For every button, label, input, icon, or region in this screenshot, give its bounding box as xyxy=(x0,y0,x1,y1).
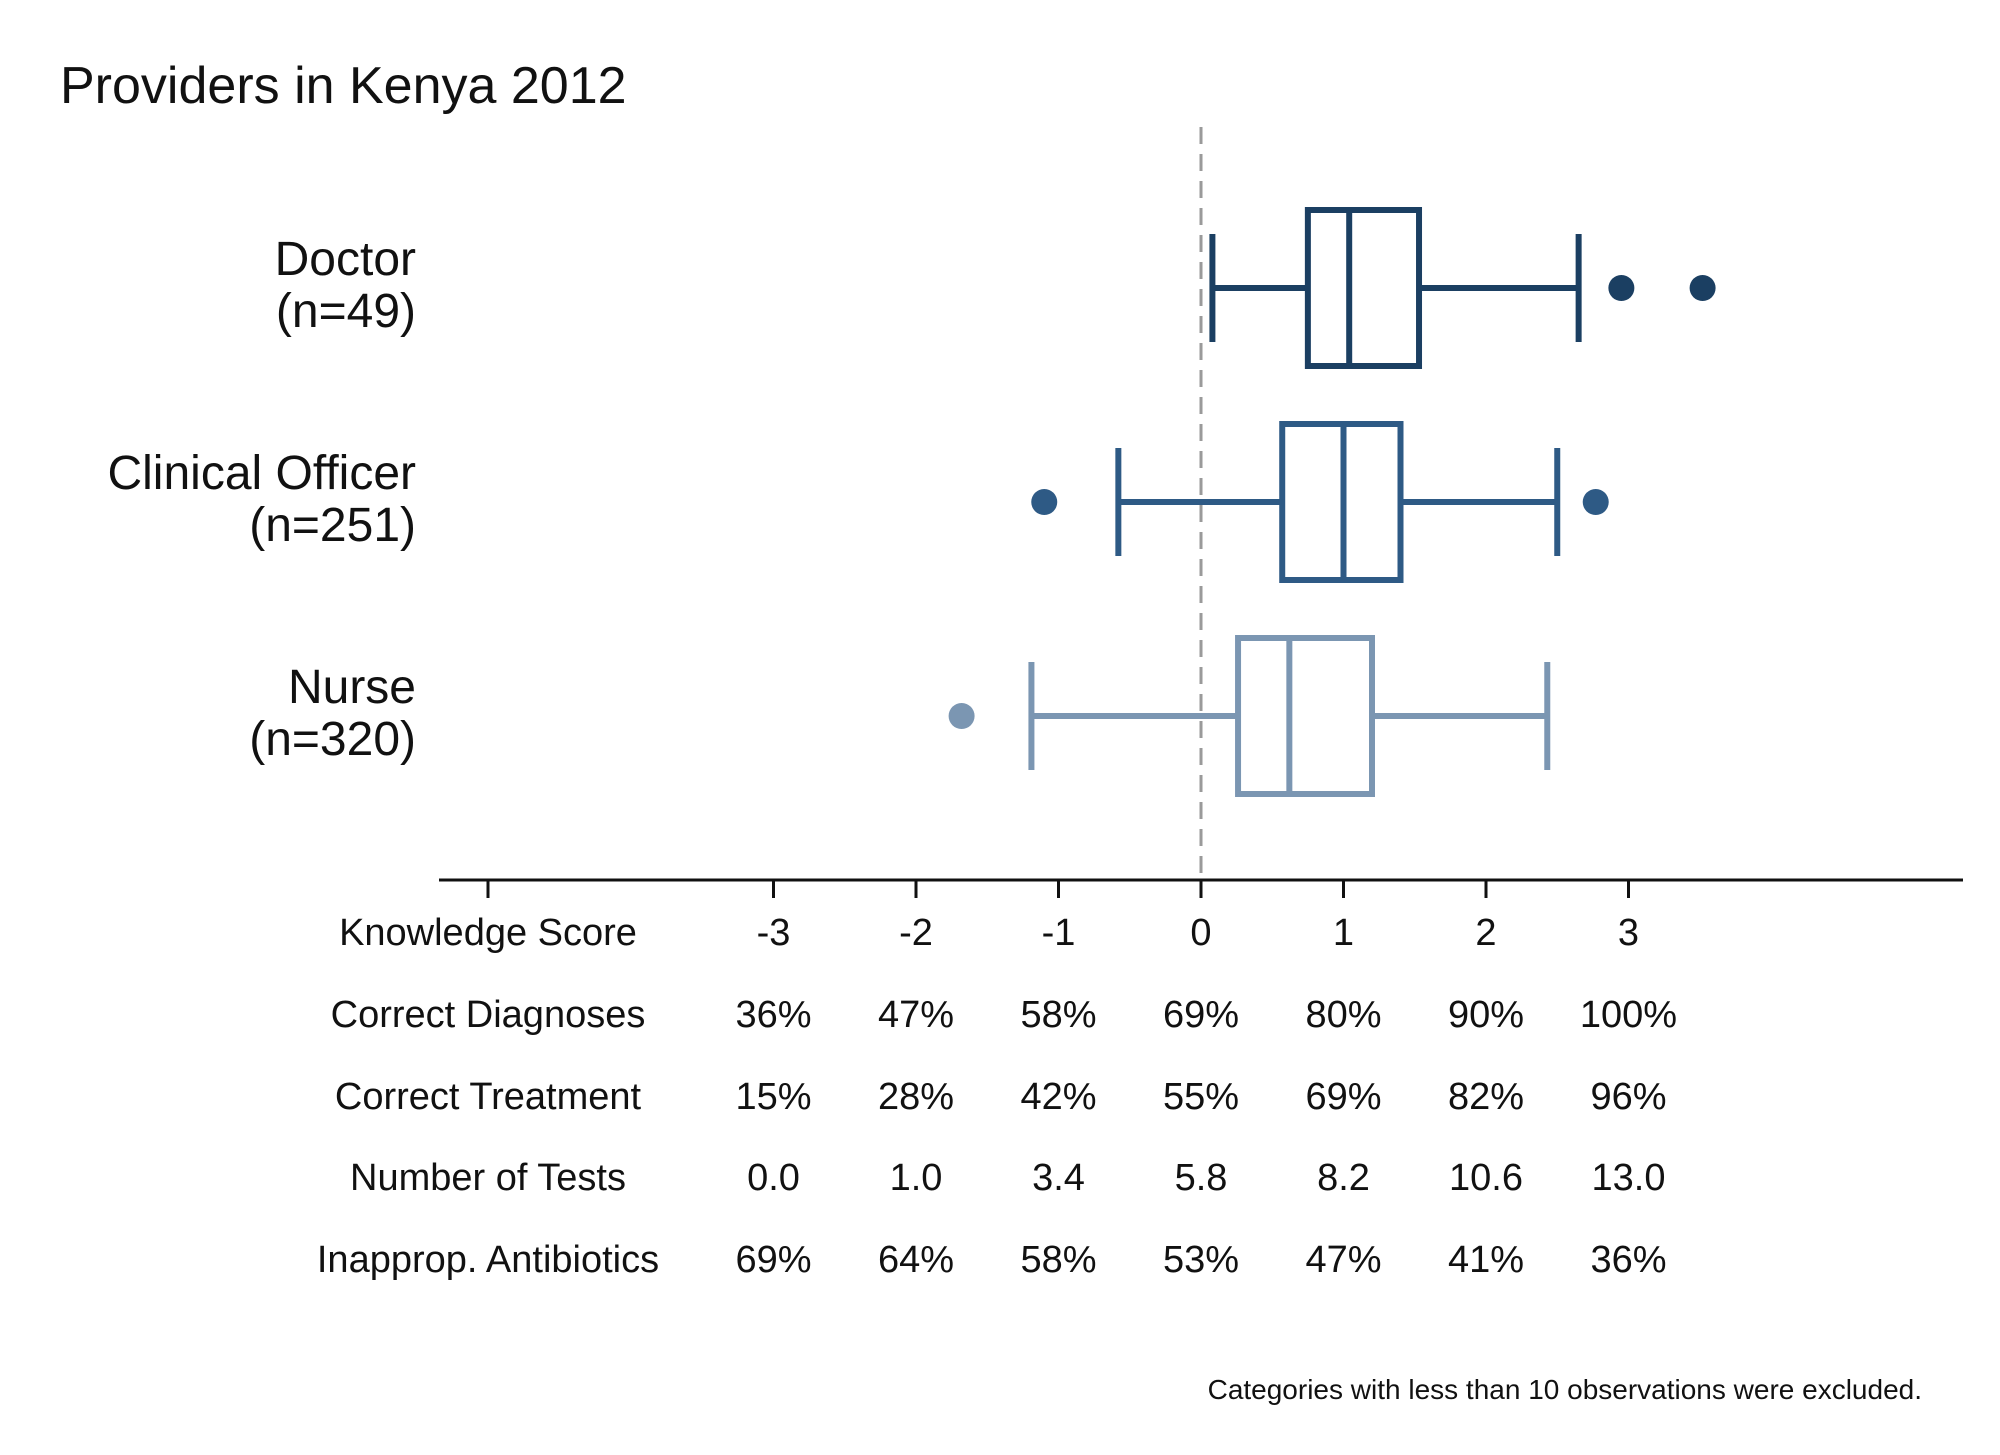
table-cell: 64% xyxy=(878,1239,954,1281)
score-table: Knowledge Score -3 -2 -1 0 1 2 3 Correct Diagnos… xyxy=(317,912,1677,1281)
table-cell: 0.0 xyxy=(747,1157,800,1199)
chart-note: Categories with less than 10 observation… xyxy=(1208,1374,1922,1405)
outlier-point xyxy=(1689,275,1716,301)
category-labels: Doctor(n=49) Clinical Officer(n=251) Nurse… xyxy=(107,233,416,766)
table-cell: 58% xyxy=(1020,994,1096,1036)
table-cell: 55% xyxy=(1163,1076,1239,1118)
outlier-point xyxy=(948,703,975,729)
category-n-label: (n=320) xyxy=(249,713,416,766)
table-cell: -2 xyxy=(899,912,933,954)
box-layer xyxy=(948,207,1716,797)
outlier-point xyxy=(1031,489,1058,515)
table-cell: 69% xyxy=(735,1239,811,1281)
table-cell: 47% xyxy=(1305,1239,1381,1281)
chart-title: Providers in Kenya 2012 xyxy=(60,57,627,115)
table-row-label: Inapprop. Antibiotics xyxy=(317,1239,659,1281)
table-cell: -3 xyxy=(757,912,791,954)
x-axis xyxy=(439,878,1963,898)
table-cell: 0 xyxy=(1190,912,1211,954)
category-label: Nurse xyxy=(288,661,416,714)
table-cell: 47% xyxy=(878,994,954,1036)
outlier-point xyxy=(1608,275,1635,301)
iqr-box xyxy=(1235,635,1376,797)
outlier-point xyxy=(1582,489,1609,515)
box-doctor xyxy=(1209,207,1716,369)
table-row-label: Knowledge Score xyxy=(339,912,637,954)
table-cell: 41% xyxy=(1448,1239,1524,1281)
table-cell: 90% xyxy=(1448,994,1524,1036)
category-n-label: (n=251) xyxy=(249,499,416,552)
table-cell: 15% xyxy=(735,1076,811,1118)
table-cell: 8.2 xyxy=(1317,1157,1370,1199)
table-cell: 58% xyxy=(1020,1239,1096,1281)
table-cell: 42% xyxy=(1020,1076,1096,1118)
table-cell: 1 xyxy=(1333,912,1354,954)
category-label: Clinical Officer xyxy=(107,447,416,500)
table-cell: 69% xyxy=(1163,994,1239,1036)
table-cell: 3.4 xyxy=(1032,1157,1085,1199)
table-cell: 36% xyxy=(1590,1239,1666,1281)
table-cell: 1.0 xyxy=(890,1157,943,1199)
table-row-label: Correct Diagnoses xyxy=(331,994,646,1036)
category-n-label: (n=49) xyxy=(276,285,416,338)
box-clinical-officer xyxy=(1031,421,1609,583)
table-cell: 80% xyxy=(1305,994,1381,1036)
table-row-label: Correct Treatment xyxy=(335,1076,642,1118)
table-row-label: Number of Tests xyxy=(350,1157,626,1199)
table-cell: 3 xyxy=(1618,912,1639,954)
table-cell: 10.6 xyxy=(1449,1157,1523,1199)
table-cell: 82% xyxy=(1448,1076,1524,1118)
table-cell: 28% xyxy=(878,1076,954,1118)
category-label: Doctor xyxy=(275,233,416,286)
table-cell: 13.0 xyxy=(1592,1157,1666,1199)
table-cell: 36% xyxy=(735,994,811,1036)
table-cell: -1 xyxy=(1042,912,1076,954)
table-cell: 53% xyxy=(1163,1239,1239,1281)
table-cell: 69% xyxy=(1305,1076,1381,1118)
table-cell: 5.8 xyxy=(1175,1157,1228,1199)
iqr-box xyxy=(1304,207,1423,369)
box-nurse xyxy=(948,635,1551,797)
table-cell: 96% xyxy=(1590,1076,1666,1118)
table-cell: 100% xyxy=(1580,994,1677,1036)
table-cell: 2 xyxy=(1475,912,1496,954)
